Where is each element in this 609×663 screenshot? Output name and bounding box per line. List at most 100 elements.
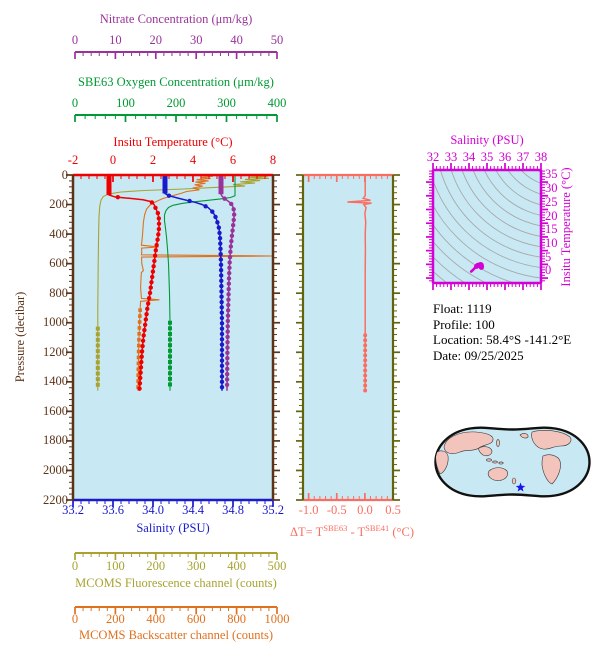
marker-temperature	[156, 232, 161, 237]
marker-nitrate	[225, 334, 230, 340]
tick-label: 36	[498, 150, 512, 164]
tick-label: 300	[217, 96, 236, 110]
marker-nitrate	[225, 350, 230, 356]
marker-salinity	[217, 230, 222, 236]
region-south-asia	[478, 446, 493, 457]
marker-salinity	[215, 220, 220, 225]
marker-nitrate	[224, 371, 230, 377]
tick-label: 8	[269, 153, 277, 167]
marker-salinity	[219, 278, 224, 283]
marker-salinity	[219, 294, 224, 299]
marker-backscatter	[138, 314, 142, 318]
ts-temp-tick-label: 5	[545, 249, 552, 264]
marker-fluorescence	[95, 337, 100, 342]
tick-label: 37	[516, 150, 530, 164]
tick-label: 6	[229, 153, 237, 167]
tick-label: 300	[186, 559, 206, 573]
marker-temperature	[139, 354, 144, 359]
marker-salinity	[219, 331, 225, 337]
float-info-block: Float: 1119 Profile: 100 Location: 58.4°…	[433, 301, 571, 363]
marker-temperature	[156, 221, 162, 226]
pressure-tick-label: 1400	[43, 374, 68, 389]
marker-temperature	[152, 253, 158, 258]
marker-nitrate	[227, 265, 232, 270]
curve-backscatter	[137, 175, 273, 391]
marker-temperature	[154, 242, 159, 248]
marker-nitrate	[228, 249, 233, 255]
tick-label: -0.5	[326, 503, 347, 517]
tick-label: 500	[267, 559, 287, 573]
marker-salinity	[219, 379, 225, 385]
marker-oxygen	[168, 354, 172, 359]
marker-temperature	[115, 194, 121, 200]
marker-temperature	[139, 349, 145, 354]
tick-label: 33	[444, 150, 458, 164]
marker-nitrate	[225, 340, 230, 345]
delta-t-title-part1: ΔT= T	[289, 525, 324, 540]
tick-label: 200	[166, 96, 186, 110]
tick-label: 0	[71, 96, 79, 110]
marker-salinity	[217, 236, 223, 241]
tick-label: 40	[230, 33, 243, 47]
curve-oxygen	[163, 175, 236, 391]
marker-backscatter	[137, 332, 141, 336]
marker-nitrate	[229, 201, 234, 207]
tick-label: 4	[189, 153, 197, 167]
marker-nitrate	[224, 382, 230, 387]
tick-label: 0	[109, 153, 117, 167]
marker-salinity	[213, 214, 218, 220]
marker-temperature	[145, 306, 150, 312]
marker-salinity	[203, 204, 208, 209]
ts-temp-tick-label: 25	[545, 194, 558, 209]
continent-north-america	[531, 430, 572, 450]
tick-label: 100	[116, 96, 135, 110]
marker-temperature	[138, 375, 143, 381]
tick-label: 1000	[264, 612, 290, 626]
marker-salinity	[187, 198, 192, 204]
marker-delta_t	[363, 363, 368, 368]
tick-label: 34.0	[142, 503, 164, 517]
pressure-tick-label: 2200	[43, 492, 68, 507]
insitu-temperature-axis-title: Insitu Temperature (°C)	[113, 135, 233, 149]
marker-salinity	[218, 262, 224, 268]
continent-africa	[435, 450, 449, 475]
marker-fluorescence	[95, 360, 100, 365]
marker-nitrate	[226, 302, 231, 308]
delta-panel-background	[303, 175, 393, 500]
marker-temperature	[149, 280, 154, 285]
marker-salinity	[219, 384, 225, 390]
delta-t-title-sup1: SBE63	[323, 523, 348, 533]
marker-temperature	[147, 290, 153, 296]
marker-temperature	[142, 327, 147, 333]
island-indonesia-1	[486, 458, 492, 462]
marker-nitrate	[227, 260, 232, 265]
curve-delta_t	[347, 175, 372, 391]
main-plot-background	[73, 175, 273, 500]
marker-fluorescence	[95, 326, 100, 331]
marker-temperature	[156, 226, 162, 232]
marker-salinity	[218, 246, 223, 252]
marker-fluorescence	[95, 332, 100, 337]
marker-delta_t	[363, 343, 368, 348]
oxygen-axis-title: SBE63 Oxygen Concentration (μm/kg)	[78, 75, 274, 89]
tick-label: -2	[67, 153, 79, 167]
pressure-tick-label: 2000	[43, 462, 68, 477]
marker-temperature	[155, 237, 160, 242]
marker-salinity	[218, 251, 223, 257]
pressure-axis-title: Pressure (decibar)	[13, 291, 27, 383]
fluorescence-axis-title: MCOMS Fluorescence channel (counts)	[75, 576, 277, 590]
marker-nitrate	[222, 196, 227, 201]
island-indonesia-3	[498, 461, 504, 465]
marker-nitrate	[226, 286, 231, 292]
ts-temp-tick-label: 15	[545, 222, 558, 237]
marker-temperature	[149, 200, 155, 205]
marker-salinity	[210, 209, 215, 214]
pressure-tick-label: 1200	[43, 344, 68, 359]
marker-nitrate	[230, 223, 236, 228]
ts-temp-tick-label: 10	[545, 236, 558, 250]
marker-salinity	[218, 241, 223, 246]
ts-temp-tick-label: 0	[545, 263, 552, 278]
marker-oxygen	[168, 376, 172, 381]
profile-number: Profile: 100	[433, 316, 495, 332]
